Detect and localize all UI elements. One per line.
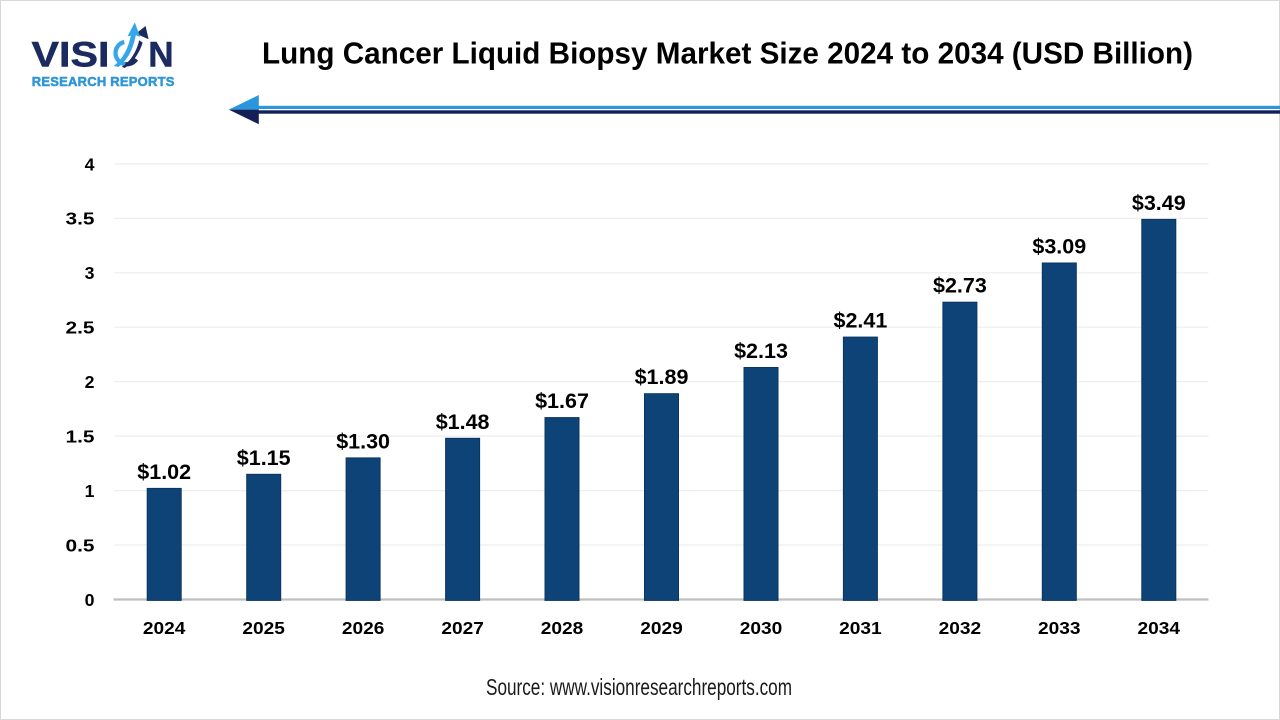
svg-text:2031: 2031: [839, 618, 882, 638]
svg-text:2032: 2032: [939, 618, 982, 638]
svg-text:$2.41: $2.41: [833, 309, 887, 333]
svg-text:3: 3: [85, 263, 95, 283]
svg-text:$1.67: $1.67: [535, 389, 589, 413]
svg-text:VISI: VISI: [32, 35, 110, 74]
svg-text:$2.73: $2.73: [933, 274, 987, 298]
svg-text:$1.30: $1.30: [336, 429, 390, 453]
svg-text:2030: 2030: [740, 618, 783, 638]
svg-text:2034: 2034: [1138, 618, 1181, 638]
svg-text:Lung Cancer Liquid Biopsy Mark: Lung Cancer Liquid Biopsy Market Size 20…: [262, 36, 1193, 71]
svg-text:2.5: 2.5: [66, 318, 95, 338]
svg-text:2025: 2025: [242, 618, 285, 638]
svg-text:2026: 2026: [342, 618, 385, 638]
svg-text:1: 1: [85, 481, 95, 501]
svg-text:1.5: 1.5: [66, 427, 95, 447]
svg-text:2029: 2029: [640, 618, 683, 638]
svg-text:$3.09: $3.09: [1032, 235, 1086, 259]
svg-text:2028: 2028: [541, 618, 584, 638]
svg-text:3.5: 3.5: [66, 209, 95, 229]
svg-text:2024: 2024: [143, 618, 186, 638]
svg-text:2: 2: [85, 372, 95, 392]
svg-text:Source: www.visionresearchrepo: Source: www.visionresearchreports.com: [486, 674, 792, 700]
svg-text:RESEARCH REPORTS: RESEARCH REPORTS: [32, 74, 175, 89]
svg-text:N: N: [148, 35, 173, 74]
svg-text:$1.48: $1.48: [436, 410, 490, 434]
svg-text:$1.15: $1.15: [237, 446, 291, 470]
svg-text:$2.13: $2.13: [734, 339, 788, 363]
svg-text:0.5: 0.5: [66, 535, 95, 555]
svg-text:2027: 2027: [441, 618, 484, 638]
svg-text:4: 4: [85, 154, 95, 174]
svg-text:0: 0: [85, 590, 95, 610]
svg-text:2033: 2033: [1038, 618, 1081, 638]
svg-text:$1.02: $1.02: [137, 460, 191, 484]
svg-text:$3.49: $3.49: [1132, 191, 1186, 215]
svg-text:$1.89: $1.89: [635, 365, 689, 389]
